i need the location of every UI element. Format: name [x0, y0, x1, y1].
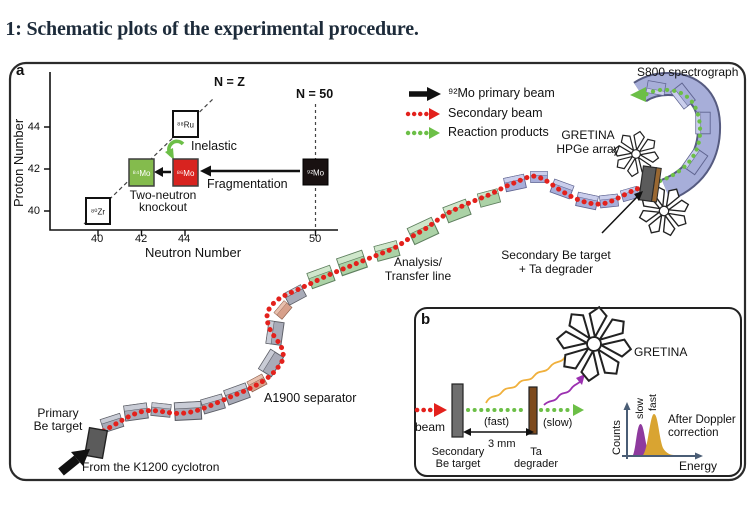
fragmentation-arrow — [200, 165, 300, 177]
a1900-label: A1900 separator — [264, 391, 357, 405]
figure-caption: g. 1: Schematic plots of the experimenta… — [0, 18, 419, 40]
panel-b-gap-arrow — [463, 428, 534, 436]
panel-b-gretina-label: GRETINA — [634, 345, 688, 359]
panel-b-beam-arrowhead — [434, 403, 447, 417]
legend-primary-beam: ⁹²Mo primary beam — [448, 86, 555, 100]
panel-b-be-target-bar — [451, 383, 464, 438]
secondary-beam-arrow-icon — [405, 108, 440, 120]
ytick-44: 44 — [27, 121, 40, 133]
gamma-wavy-orange — [485, 356, 566, 404]
reaction-products-arrow-icon — [405, 127, 440, 139]
two-neutron-knockout-label: Two-neutron knockout — [129, 188, 197, 214]
panel-b-fast-label: (fast) — [484, 416, 510, 428]
figure-frame — [8, 61, 747, 482]
panel-b-art — [414, 302, 703, 460]
spectrum-fast-label: fast — [647, 394, 659, 411]
panel-b-ta-degrader-bar — [528, 386, 538, 435]
ytick-42: 42 — [27, 163, 40, 175]
secondary-beam-path — [94, 173, 644, 437]
panel-a-xlabel: Neutron Number — [144, 245, 242, 260]
panel-b-slow-label: (slow) — [543, 417, 573, 429]
spectrum-peak-fast — [643, 414, 674, 455]
cyclotron-label: From the K1200 cyclotron — [82, 460, 220, 474]
panel-b-letter: b — [421, 311, 431, 328]
panel-a-letter: a — [16, 62, 25, 79]
legend-markers — [405, 87, 441, 139]
panel-b-spectrum — [622, 402, 703, 460]
s800-label: S800 spectrograph — [637, 65, 739, 79]
inelastic-label: Inelastic — [191, 139, 237, 153]
legend-secondary-beam: Secondary beam — [448, 106, 543, 120]
secondary-target-pointer-arrow — [601, 191, 643, 234]
secondary-target-label: Secondary Be target + Ta degrader — [501, 248, 611, 276]
gretina-array-label: GRETINA HPGe array — [556, 128, 620, 156]
panel-b-slow-arrowhead — [573, 404, 584, 416]
cyclotron-arrow — [58, 449, 90, 476]
nuclide-label-86mo: ⁸⁶Mo — [177, 169, 195, 178]
nuclide-box-86mo: ⁸⁶Mo — [172, 158, 199, 187]
analysis-line-label: Analysis/ Transfer line — [384, 255, 452, 283]
nuclide-label-84mo: ⁸⁴Mo — [133, 169, 151, 178]
n-equals-z-label: N = Z — [214, 75, 245, 89]
xtick-44: 44 — [178, 233, 191, 245]
nuclide-box-92mo: ⁹²Mo — [302, 158, 329, 186]
nuclide-label-80zr: ⁸⁰Zr — [91, 208, 105, 217]
panel-b-degrader-label: Ta degrader — [513, 446, 559, 470]
panel-a-axes — [49, 72, 338, 231]
primary-target-block — [83, 426, 109, 460]
primary-target-label: Primary Be target — [33, 406, 83, 433]
ytick-40: 40 — [27, 205, 40, 217]
xtick-42: 42 — [135, 233, 148, 245]
nuclide-label-92mo: ⁹²Mo — [307, 169, 325, 178]
secondary-target-block — [638, 165, 662, 203]
reaction-products-path — [630, 87, 703, 184]
xtick-50: 50 — [309, 233, 322, 245]
nuclide-label-88ru: ⁸⁸Ru — [177, 121, 194, 130]
fragmentation-label: Fragmentation — [207, 177, 288, 191]
legend-reaction-products: Reaction products — [448, 125, 549, 139]
s800-band — [633, 71, 722, 202]
primary-beam-arrow-icon — [409, 87, 441, 101]
spectrum-peak-slow — [633, 424, 649, 455]
xtick-40: 40 — [91, 233, 104, 245]
n-50-label: N = 50 — [296, 87, 334, 101]
knockout-arrow — [154, 167, 171, 177]
panel-b-target-label: Secondary Be target — [431, 446, 485, 470]
panel-a-ticks — [44, 126, 317, 236]
gamma-wavy-purple — [543, 374, 585, 406]
panel-b-beam-label: beam — [415, 420, 446, 434]
doppler-note-label: After Doppler correction — [668, 414, 736, 439]
nuclide-box-84mo: ⁸⁴Mo — [128, 158, 155, 187]
spectrum-energy-label: Energy — [679, 459, 718, 473]
nuclide-box-88ru: ⁸⁸Ru — [172, 110, 199, 138]
panel-a-chart: ⁸⁸Ru ⁸⁰Zr ⁸⁴Mo ⁸⁶Mo ⁹²Mo — [44, 72, 338, 236]
inelastic-loop-arrow — [165, 139, 185, 160]
panel-b-gap-label: 3 mm — [488, 438, 516, 450]
spectrum-slow-label: slow — [634, 397, 646, 419]
spectrum-counts-label: Counts — [611, 420, 623, 455]
nuclide-box-80zr: ⁸⁰Zr — [85, 197, 111, 225]
